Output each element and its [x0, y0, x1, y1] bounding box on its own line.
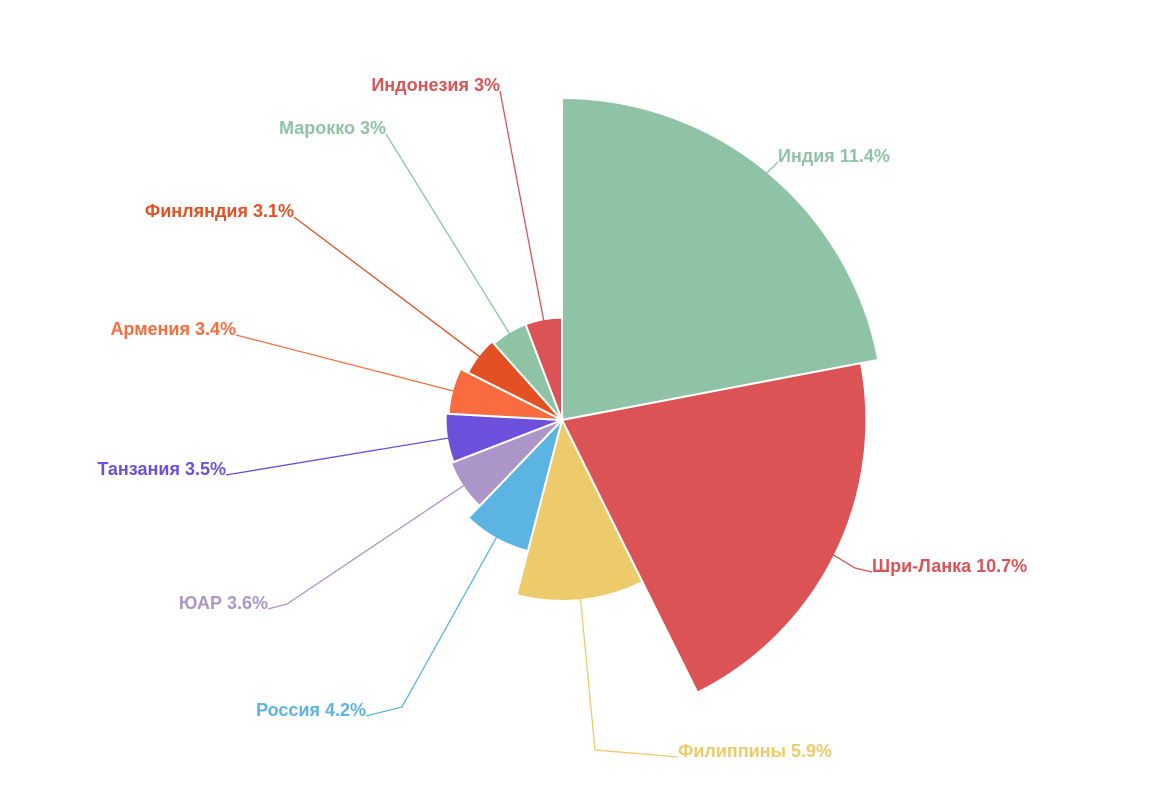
- leader-line-3: [579, 595, 679, 758]
- slice-label-10: Индонезия 3%: [371, 75, 500, 95]
- leader-line-8: [293, 216, 483, 359]
- slice-label-8: Финляндия 3.1%: [145, 201, 294, 221]
- leader-line-5: [267, 483, 467, 610]
- slice-label-4: Россия 4.2%: [256, 700, 366, 720]
- leader-line-4: [365, 534, 499, 717]
- slices-layer: [444, 96, 880, 694]
- leader-line-7: [235, 334, 457, 393]
- leader-line-10: [499, 90, 545, 324]
- slice-label-2: Шри-Ланка 10.7%: [872, 556, 1027, 576]
- leader-lines-layer: [225, 90, 873, 758]
- labels-layer: Индия 11.4% Шри-Ланка 10.7% Филиппины 5.9%…: [97, 75, 1027, 761]
- leader-line-2: [830, 553, 873, 573]
- slice-label-6: Танзания 3.5%: [97, 459, 226, 479]
- slice-label-5: ЮАР 3.6%: [179, 593, 268, 613]
- slice-label-1: Индия 11.4%: [778, 146, 890, 166]
- leader-line-9: [385, 133, 512, 337]
- slice-label-3: Филиппины 5.9%: [678, 741, 832, 761]
- slice-label-9: Марокко 3%: [279, 118, 386, 138]
- slice-label-7: Армения 3.4%: [110, 319, 236, 339]
- leader-line-6: [225, 436, 452, 476]
- leader-line-1: [764, 161, 779, 176]
